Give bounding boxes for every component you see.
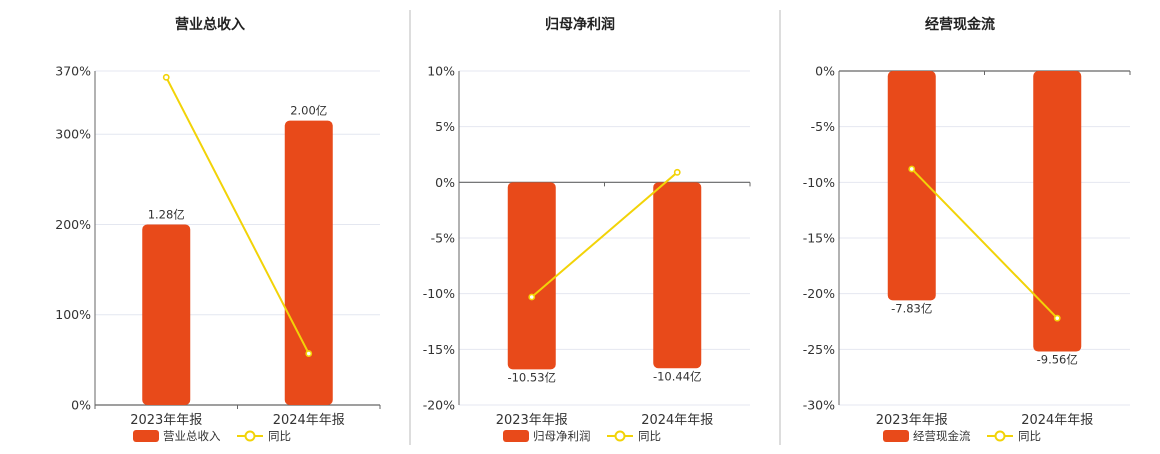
y-tick-label: -30% [803, 398, 835, 413]
legend-label: 经营现金流 [913, 429, 971, 443]
y-tick-label: -10% [423, 286, 455, 301]
legend-line-marker [614, 430, 626, 442]
line-point [673, 168, 681, 176]
y-tick-label: 100% [55, 307, 91, 322]
x-tick-label: 2024年年报 [1021, 413, 1093, 428]
chart-panel: 营业总收入 0% 100% 200% 300% 370% 2023年年报 2024年年报 1.2… [55, 16, 381, 443]
y-tick-label: 0% [435, 175, 455, 190]
bar [887, 71, 936, 301]
line-series [165, 76, 310, 355]
legend-label: 归母净利润 [533, 429, 591, 443]
legend-bar-swatch [133, 430, 159, 442]
line-series [531, 171, 678, 298]
x-tick-label: 2023年年报 [496, 413, 568, 428]
legend-bar-swatch [883, 430, 909, 442]
legend-label: 同比 [638, 429, 661, 443]
chart-title: 营业总收入 [175, 16, 245, 33]
bar [1033, 71, 1082, 352]
y-tick-label: -15% [803, 231, 835, 246]
legend-bar-swatch [503, 430, 529, 442]
y-tick-label: -10% [803, 175, 835, 190]
chart-panel: 归母净利润 -20% -15% -10% -5% 0% 5% 10% 2023年年报 2024年年… [423, 16, 751, 443]
line-point [162, 73, 170, 81]
x-tick-label: 2024年年报 [641, 413, 713, 428]
bar-data-label: -7.83亿 [891, 301, 932, 315]
bar-data-label: -10.53亿 [507, 370, 556, 384]
line-point [305, 350, 313, 357]
y-tick-label: 300% [55, 127, 91, 142]
y-tick-label: -20% [803, 286, 835, 301]
y-tick-label: 0% [815, 64, 835, 79]
x-tick-label: 2023年年报 [876, 413, 948, 428]
y-tick-label: 0% [71, 398, 91, 413]
x-tick-label: 2023年年报 [130, 413, 202, 428]
line-point [528, 293, 536, 301]
y-tick-label: -15% [423, 342, 455, 357]
legend-label: 营业总收入 [163, 429, 221, 443]
bar [142, 224, 191, 405]
x-tick-label: 2024年年报 [273, 413, 345, 428]
legend-label: 同比 [268, 429, 291, 443]
legend-line-marker [244, 430, 256, 442]
line-point [1053, 314, 1061, 322]
chart-panel: 经营现金流 -30% -25% -20% -15% -10% -5% 0% 2023年年报 202… [803, 16, 1131, 443]
line-series [911, 168, 1058, 319]
bar-data-label: -10.44亿 [653, 369, 702, 383]
legend-label: 同比 [1018, 429, 1041, 443]
y-tick-label: 10% [427, 64, 455, 79]
y-tick-label: 5% [435, 119, 455, 134]
y-tick-label: -5% [431, 231, 455, 246]
bar [653, 182, 702, 369]
bar [284, 120, 333, 405]
bar-data-label: -9.56亿 [1037, 353, 1078, 367]
bar [507, 182, 556, 370]
line-point [908, 165, 916, 173]
y-tick-label: -5% [811, 119, 835, 134]
bar-data-label: 1.28亿 [148, 207, 185, 221]
chart-title: 归母净利润 [545, 16, 615, 33]
bar-data-label: 2.00亿 [290, 104, 327, 118]
chart-title: 经营现金流 [925, 16, 995, 33]
y-tick-label: 200% [55, 217, 91, 232]
y-tick-label: -20% [423, 398, 455, 413]
legend-line-marker [994, 430, 1006, 442]
y-tick-label: -25% [803, 342, 835, 357]
y-tick-label: 370% [55, 64, 91, 79]
